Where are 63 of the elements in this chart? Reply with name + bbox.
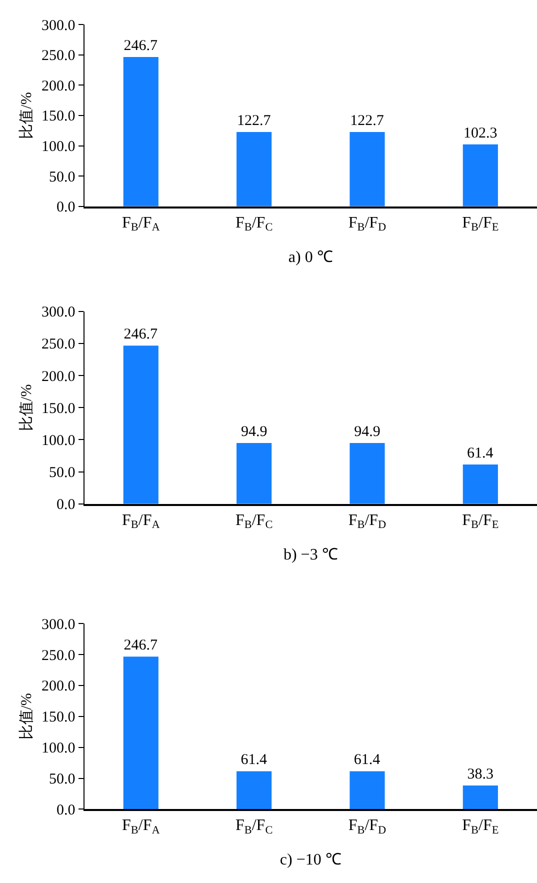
y-tick-label: 0.0 — [56, 200, 76, 216]
bar — [462, 144, 498, 206]
x-tick-label: F$_{B}$/F$_{D}$ — [348, 512, 386, 532]
y-tick-label: 300.0 — [42, 616, 76, 633]
x-tick-label: F$_{B}$/F$_{A}$ — [122, 817, 160, 837]
y-tick-label: 250.0 — [42, 48, 76, 64]
x-tick-label: F$_{B}$/F$_{E}$ — [462, 214, 499, 234]
data-label: 38.3 — [467, 766, 494, 782]
y-tick-label: 250.0 — [42, 648, 76, 664]
y-tick-label: 300.0 — [42, 18, 76, 34]
y-tick-label: 150.0 — [42, 400, 76, 417]
bar — [236, 132, 272, 206]
data-label: 61.4 — [467, 445, 494, 462]
y-tick-label: 300.0 — [42, 304, 76, 321]
bar — [350, 771, 385, 810]
bar — [462, 786, 498, 810]
x-tick-label: F$_{B}$/F$_{C}$ — [235, 817, 273, 837]
y-tick-label: 0.0 — [56, 802, 76, 818]
x-tick-label: F$_{B}$/F$_{A}$ — [122, 214, 160, 234]
data-label: 61.4 — [240, 752, 268, 768]
data-label: 246.7 — [124, 38, 158, 54]
y-tick-label: 200.0 — [42, 678, 76, 695]
y-tick-label: 100.0 — [42, 740, 76, 757]
data-label: 246.7 — [124, 638, 158, 654]
y-tick-label: 100.0 — [42, 139, 76, 156]
bar — [350, 442, 385, 504]
y-tick-label: 0.0 — [56, 497, 76, 514]
y-tick-label: 50.0 — [49, 465, 76, 482]
data-label: 94.9 — [240, 424, 268, 440]
y-axis-title: 比值/% — [18, 92, 35, 139]
y-tick-label: 50.0 — [49, 772, 76, 788]
data-label: 94.9 — [354, 424, 380, 440]
y-tick-label: 250.0 — [42, 336, 76, 353]
x-tick-label: F$_{B}$/F$_{D}$ — [348, 817, 386, 837]
data-label: 102.3 — [464, 125, 498, 142]
bar — [236, 442, 272, 504]
bar — [123, 346, 158, 504]
x-tick-label: F$_{B}$/F$_{E}$ — [462, 512, 499, 532]
x-axis-title: b) −3 ℃ — [283, 546, 338, 564]
x-tick-label: F$_{B}$/F$_{C}$ — [235, 214, 273, 234]
bar — [123, 56, 158, 206]
y-tick-label: 150.0 — [42, 710, 76, 726]
y-tick-label: 50.0 — [49, 169, 76, 186]
data-label: 122.7 — [236, 113, 272, 130]
y-tick-label: 200.0 — [42, 368, 76, 385]
y-axis-title: 比值/% — [18, 384, 35, 431]
x-axis-title: c) −10 ℃ — [280, 852, 342, 869]
y-tick-label: 100.0 — [42, 432, 76, 449]
x-tick-label: F$_{B}$/F$_{A}$ — [122, 512, 160, 532]
bar — [236, 771, 272, 810]
y-tick-label: 200.0 — [42, 78, 76, 94]
data-label: 246.7 — [124, 326, 158, 343]
bar — [350, 132, 385, 206]
x-tick-label: F$_{B}$/F$_{E}$ — [462, 817, 499, 837]
y-tick-label: 150.0 — [42, 108, 76, 125]
x-tick-label: F$_{B}$/F$_{C}$ — [235, 512, 273, 532]
x-tick-label: F$_{B}$/F$_{D}$ — [348, 214, 386, 234]
y-axis-title: 比值/% — [18, 693, 35, 740]
data-label: 122.7 — [350, 113, 384, 130]
bar — [462, 464, 498, 504]
x-axis-title: a) 0 ℃ — [288, 248, 333, 266]
data-label: 61.4 — [354, 752, 381, 768]
bar — [123, 656, 158, 810]
